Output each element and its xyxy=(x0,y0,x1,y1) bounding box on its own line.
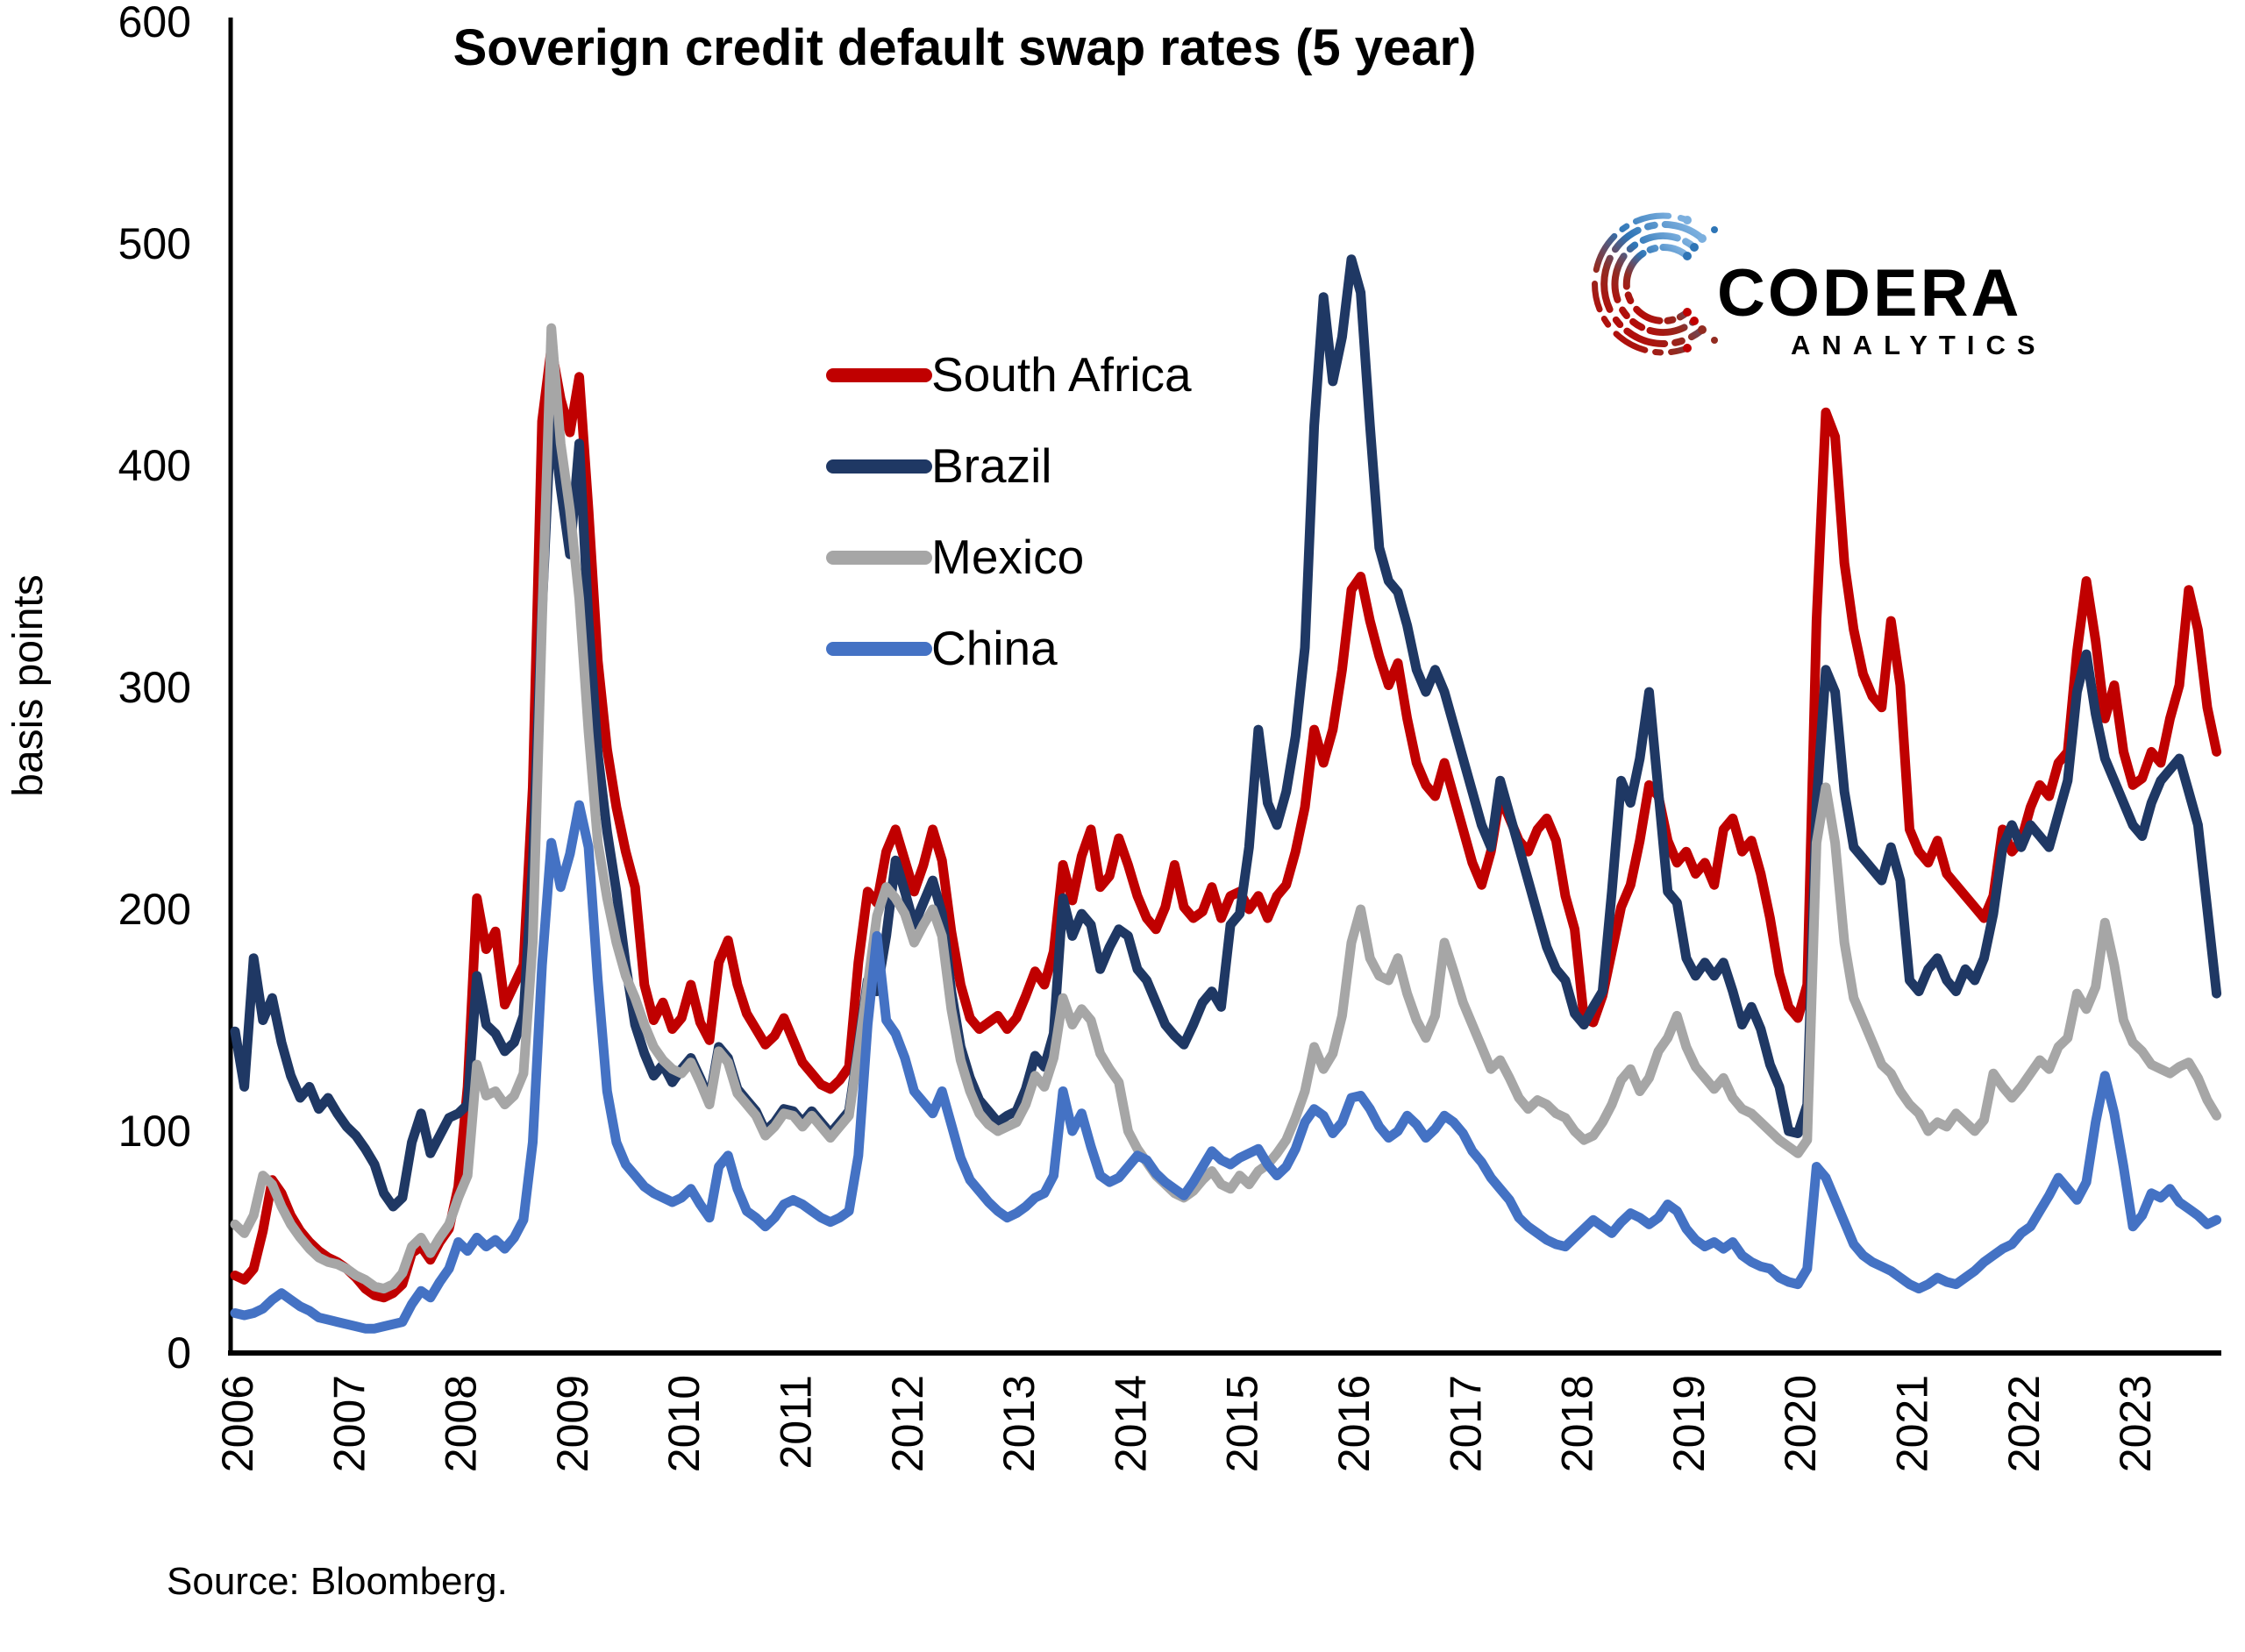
y-tick-label: 300 xyxy=(118,663,191,712)
x-tick-label: 2019 xyxy=(1664,1375,1714,1472)
x-tick-label: 2014 xyxy=(1106,1375,1155,1472)
x-tick-label: 2006 xyxy=(213,1375,262,1472)
x-tick-labels: 2006 2007 2008 2009 2010 2011 2012 2013 2014 2015… xyxy=(213,1375,2160,1472)
x-tick-label: 2007 xyxy=(324,1375,374,1472)
series-line-brazil xyxy=(230,254,2222,1212)
axes xyxy=(228,18,2221,1356)
x-tick-label: 2008 xyxy=(437,1375,486,1472)
legend-label-south-africa: South Africa xyxy=(931,347,1192,402)
legend-label-brazil: Brazil xyxy=(931,438,1052,493)
x-tick-label: 2009 xyxy=(548,1375,597,1472)
logo-wordmark: CODERA xyxy=(1717,256,2021,331)
codera-logo-dots xyxy=(1683,216,1718,352)
series-line-china xyxy=(230,800,2222,1334)
codera-logo: CODERA ANALYTICS xyxy=(1592,212,2047,360)
x-tick-label: 2021 xyxy=(1888,1375,1937,1472)
x-tick-label: 2012 xyxy=(883,1375,932,1472)
y-tick-labels: 600 500 400 300 200 100 0 xyxy=(118,0,191,1378)
x-tick-label: 2020 xyxy=(1776,1375,1825,1472)
x-tick-label: 2016 xyxy=(1329,1375,1379,1472)
y-tick-label: 200 xyxy=(118,885,191,934)
codera-logo-icon xyxy=(1592,212,1706,356)
y-tick-label: 100 xyxy=(118,1107,191,1156)
chart-title: Soverign credit default swap rates (5 ye… xyxy=(453,19,1477,76)
x-tick-label: 2011 xyxy=(772,1375,821,1470)
y-tick-label: 500 xyxy=(118,219,191,268)
y-tick-label: 0 xyxy=(167,1328,191,1378)
legend: South Africa Brazil Mexico China xyxy=(826,347,1192,675)
y-tick-label: 600 xyxy=(118,0,191,46)
x-tick-label: 2022 xyxy=(1999,1375,2049,1472)
series-lines xyxy=(230,254,2222,1334)
legend-label-china: China xyxy=(931,621,1058,675)
x-tick-label: 2013 xyxy=(994,1375,1044,1472)
series-line-mexico xyxy=(230,323,2222,1294)
x-tick-label: 2010 xyxy=(659,1375,709,1472)
source-note: Source: Bloomberg. xyxy=(167,1560,508,1603)
legend-label-mexico: Mexico xyxy=(931,530,1084,584)
y-axis-title: basis points xyxy=(5,574,52,796)
y-tick-label: 400 xyxy=(118,441,191,490)
series-line-south-africa xyxy=(230,343,2222,1303)
x-tick-label: 2023 xyxy=(2111,1375,2160,1472)
x-tick-label: 2015 xyxy=(1218,1375,1267,1472)
logo-subtitle: ANALYTICS xyxy=(1791,330,2047,360)
x-tick-label: 2017 xyxy=(1441,1375,1490,1472)
x-tick-label: 2018 xyxy=(1553,1375,1602,1472)
